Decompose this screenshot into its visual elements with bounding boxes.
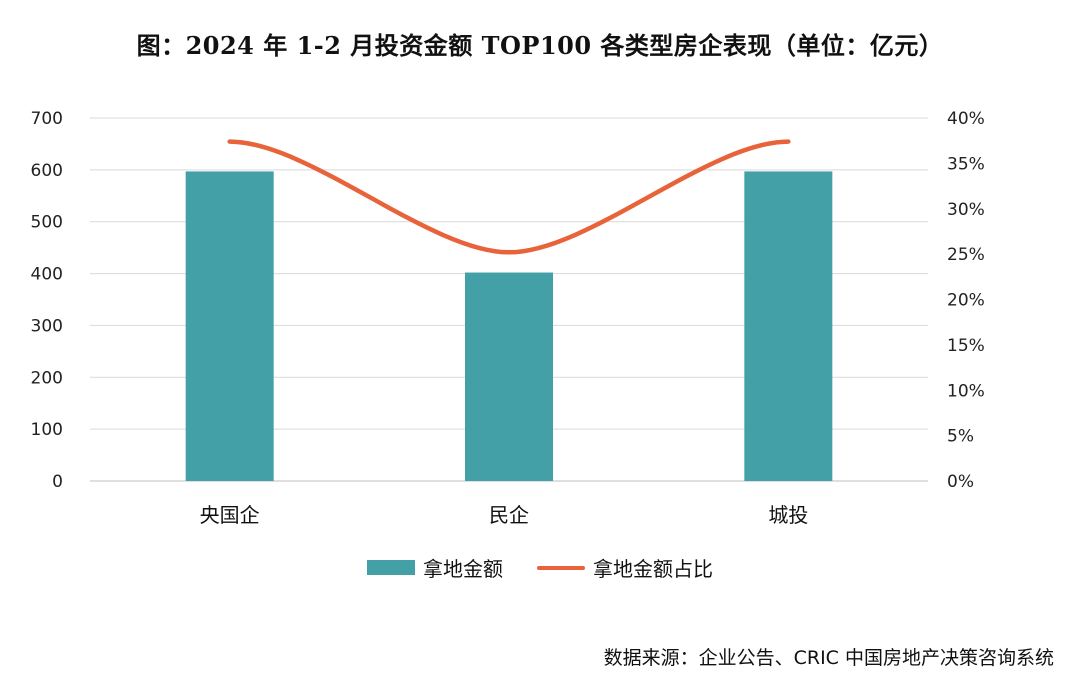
share-line bbox=[227, 139, 791, 255]
source-note: 数据来源：企业公告、CRIC 中国房地产决策咨询系统 bbox=[603, 647, 1054, 669]
line-series-share bbox=[227, 139, 791, 255]
right-tick-label: 5% bbox=[947, 427, 974, 447]
chart-title: 图：2024 年 1-2 月投资金额 TOP100 各类型房企表现（单位：亿元） bbox=[136, 31, 944, 60]
legend-item-share: 拿地金额占比 bbox=[537, 553, 713, 582]
legend-label-amount: 拿地金额 bbox=[423, 557, 503, 581]
chart-legend: 拿地金额 拿地金额占比 bbox=[0, 553, 1080, 582]
left-tick-label: 400 bbox=[31, 265, 63, 285]
legend-swatch-bar bbox=[367, 560, 415, 575]
left-tick-label: 500 bbox=[31, 213, 63, 233]
bar-1 bbox=[465, 272, 553, 481]
left-tick-label: 300 bbox=[31, 316, 63, 336]
right-tick-label: 30% bbox=[947, 200, 985, 220]
right-tick-label: 40% bbox=[947, 109, 985, 129]
right-tick-label: 25% bbox=[947, 245, 985, 265]
bar-2 bbox=[744, 171, 833, 482]
category-label: 民企 bbox=[489, 503, 529, 527]
right-axis: 0% 5% 10% 15% 20% 25% 30% 35% 40% bbox=[947, 109, 985, 492]
left-tick-label: 700 bbox=[31, 109, 63, 129]
right-tick-label: 35% bbox=[947, 154, 985, 174]
legend-item-amount: 拿地金额 bbox=[367, 553, 503, 582]
category-label: 城投 bbox=[768, 503, 808, 527]
left-tick-label: 200 bbox=[31, 368, 63, 388]
right-tick-label: 15% bbox=[947, 336, 985, 356]
left-axis: 0 100 200 300 400 500 600 700 bbox=[31, 109, 63, 492]
legend-label-share: 拿地金额占比 bbox=[593, 557, 713, 581]
right-tick-label: 0% bbox=[947, 472, 974, 492]
category-label: 央国企 bbox=[200, 503, 260, 527]
bar-0 bbox=[185, 171, 274, 482]
left-tick-label: 100 bbox=[31, 420, 63, 440]
bar-series-amount bbox=[185, 171, 833, 482]
left-tick-label: 0 bbox=[52, 472, 63, 492]
left-tick-label: 600 bbox=[31, 161, 63, 181]
right-tick-label: 20% bbox=[947, 291, 985, 311]
right-tick-label: 10% bbox=[947, 381, 985, 401]
category-axis: 央国企 民企 城投 bbox=[200, 503, 809, 527]
legend-swatch-line bbox=[537, 565, 585, 570]
